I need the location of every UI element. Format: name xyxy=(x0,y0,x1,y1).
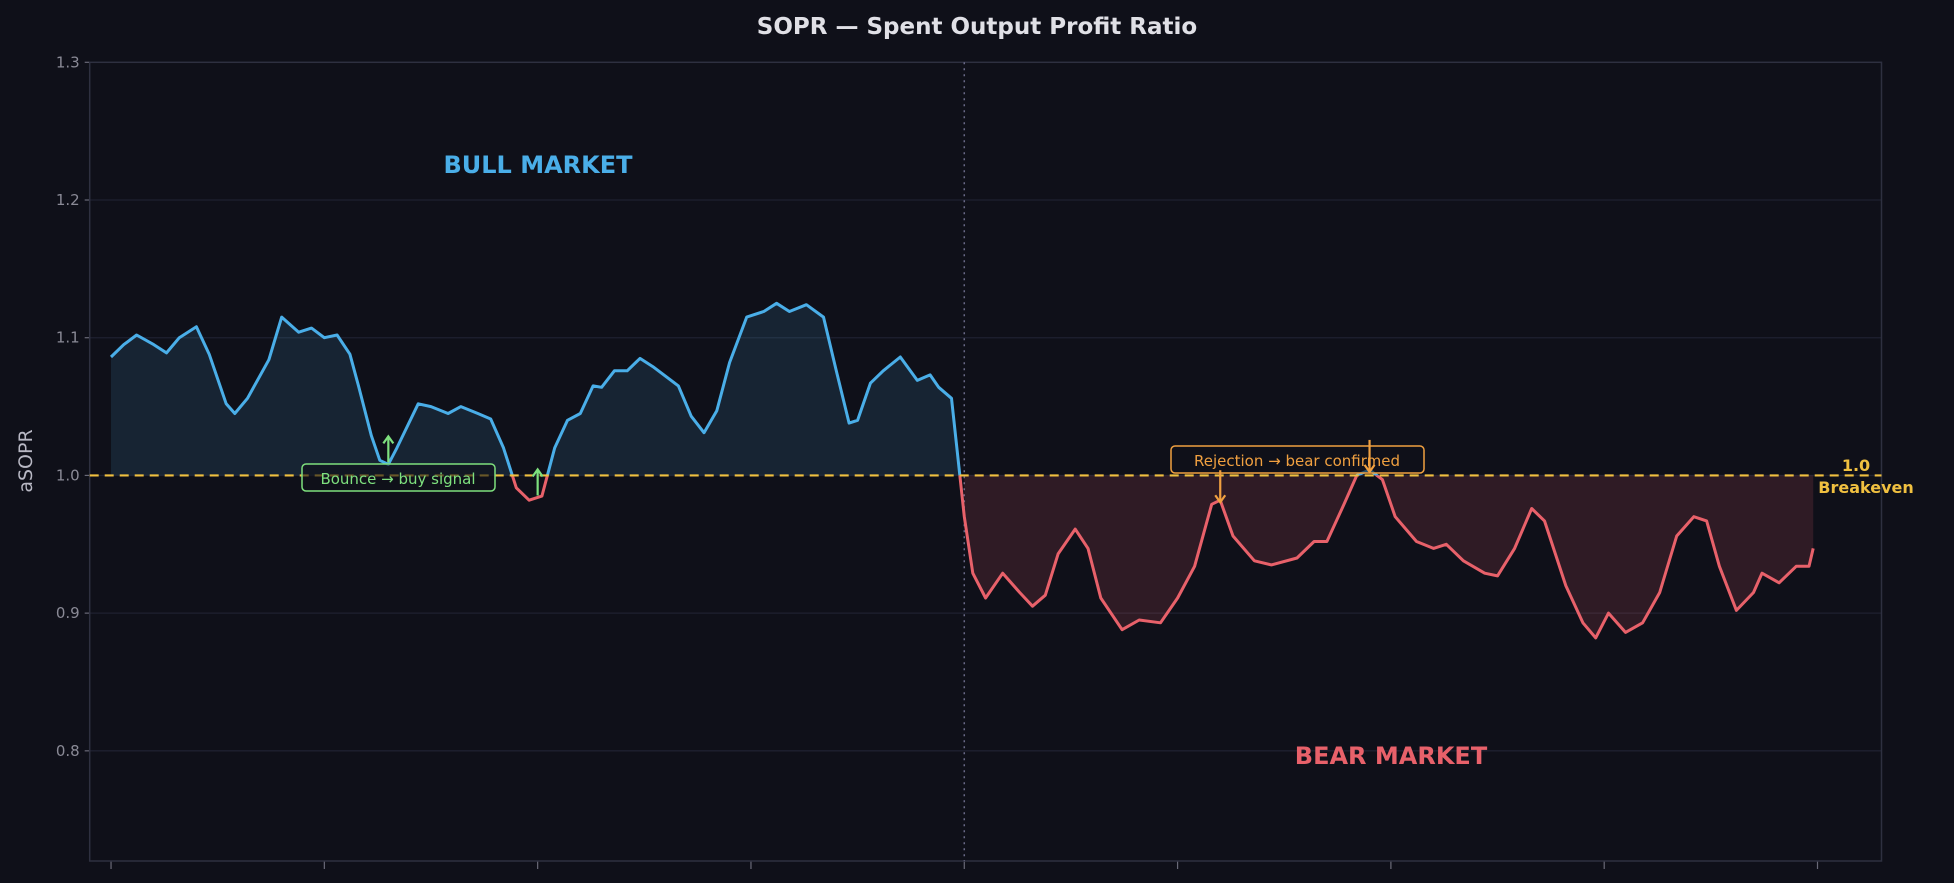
annotation-box xyxy=(301,463,496,492)
sopr-line-above xyxy=(109,301,1380,476)
y-tick-label: 0.9 xyxy=(56,604,80,622)
annotation-arrow-icon xyxy=(1214,470,1227,505)
y-axis-label: aSOPR xyxy=(15,429,37,492)
arrow-head xyxy=(531,467,544,478)
annotation-buy-signal: Bounce → buy signal xyxy=(301,463,496,492)
y-tick-label: 1.0 xyxy=(56,466,80,484)
annotation-arrow-icon xyxy=(531,467,544,496)
breakeven-value-label: 1.0 xyxy=(1842,456,1870,475)
arrow-head xyxy=(382,434,395,445)
plot-frame xyxy=(88,61,1883,862)
annotation-arrow-icon xyxy=(1363,439,1376,474)
arrow-head xyxy=(1214,494,1227,505)
annotation-text: Bounce → buy signal xyxy=(320,470,475,488)
bull-market-label: BULL MARKET xyxy=(443,151,633,179)
sopr-line-below xyxy=(510,475,1815,640)
chart-title: SOPR — Spent Output Profit Ratio xyxy=(757,14,1197,40)
bull-area-fill xyxy=(111,303,960,476)
annotation-box xyxy=(1170,445,1425,474)
annotation-rejection: Rejection → bear confirmed xyxy=(1170,445,1425,474)
y-tick-label: 1.1 xyxy=(56,329,80,347)
arrow-head xyxy=(1363,464,1376,474)
annotation-text: Rejection → bear confirmed xyxy=(1194,452,1400,470)
breakeven-text-label: Breakeven xyxy=(1818,478,1913,497)
y-tick-label: 1.2 xyxy=(56,191,80,209)
annotation-arrow-icon xyxy=(382,434,395,463)
y-tick-label: 1.3 xyxy=(56,53,80,71)
y-tick-label: 0.8 xyxy=(56,742,80,760)
bear-market-label: BEAR MARKET xyxy=(1295,742,1488,770)
